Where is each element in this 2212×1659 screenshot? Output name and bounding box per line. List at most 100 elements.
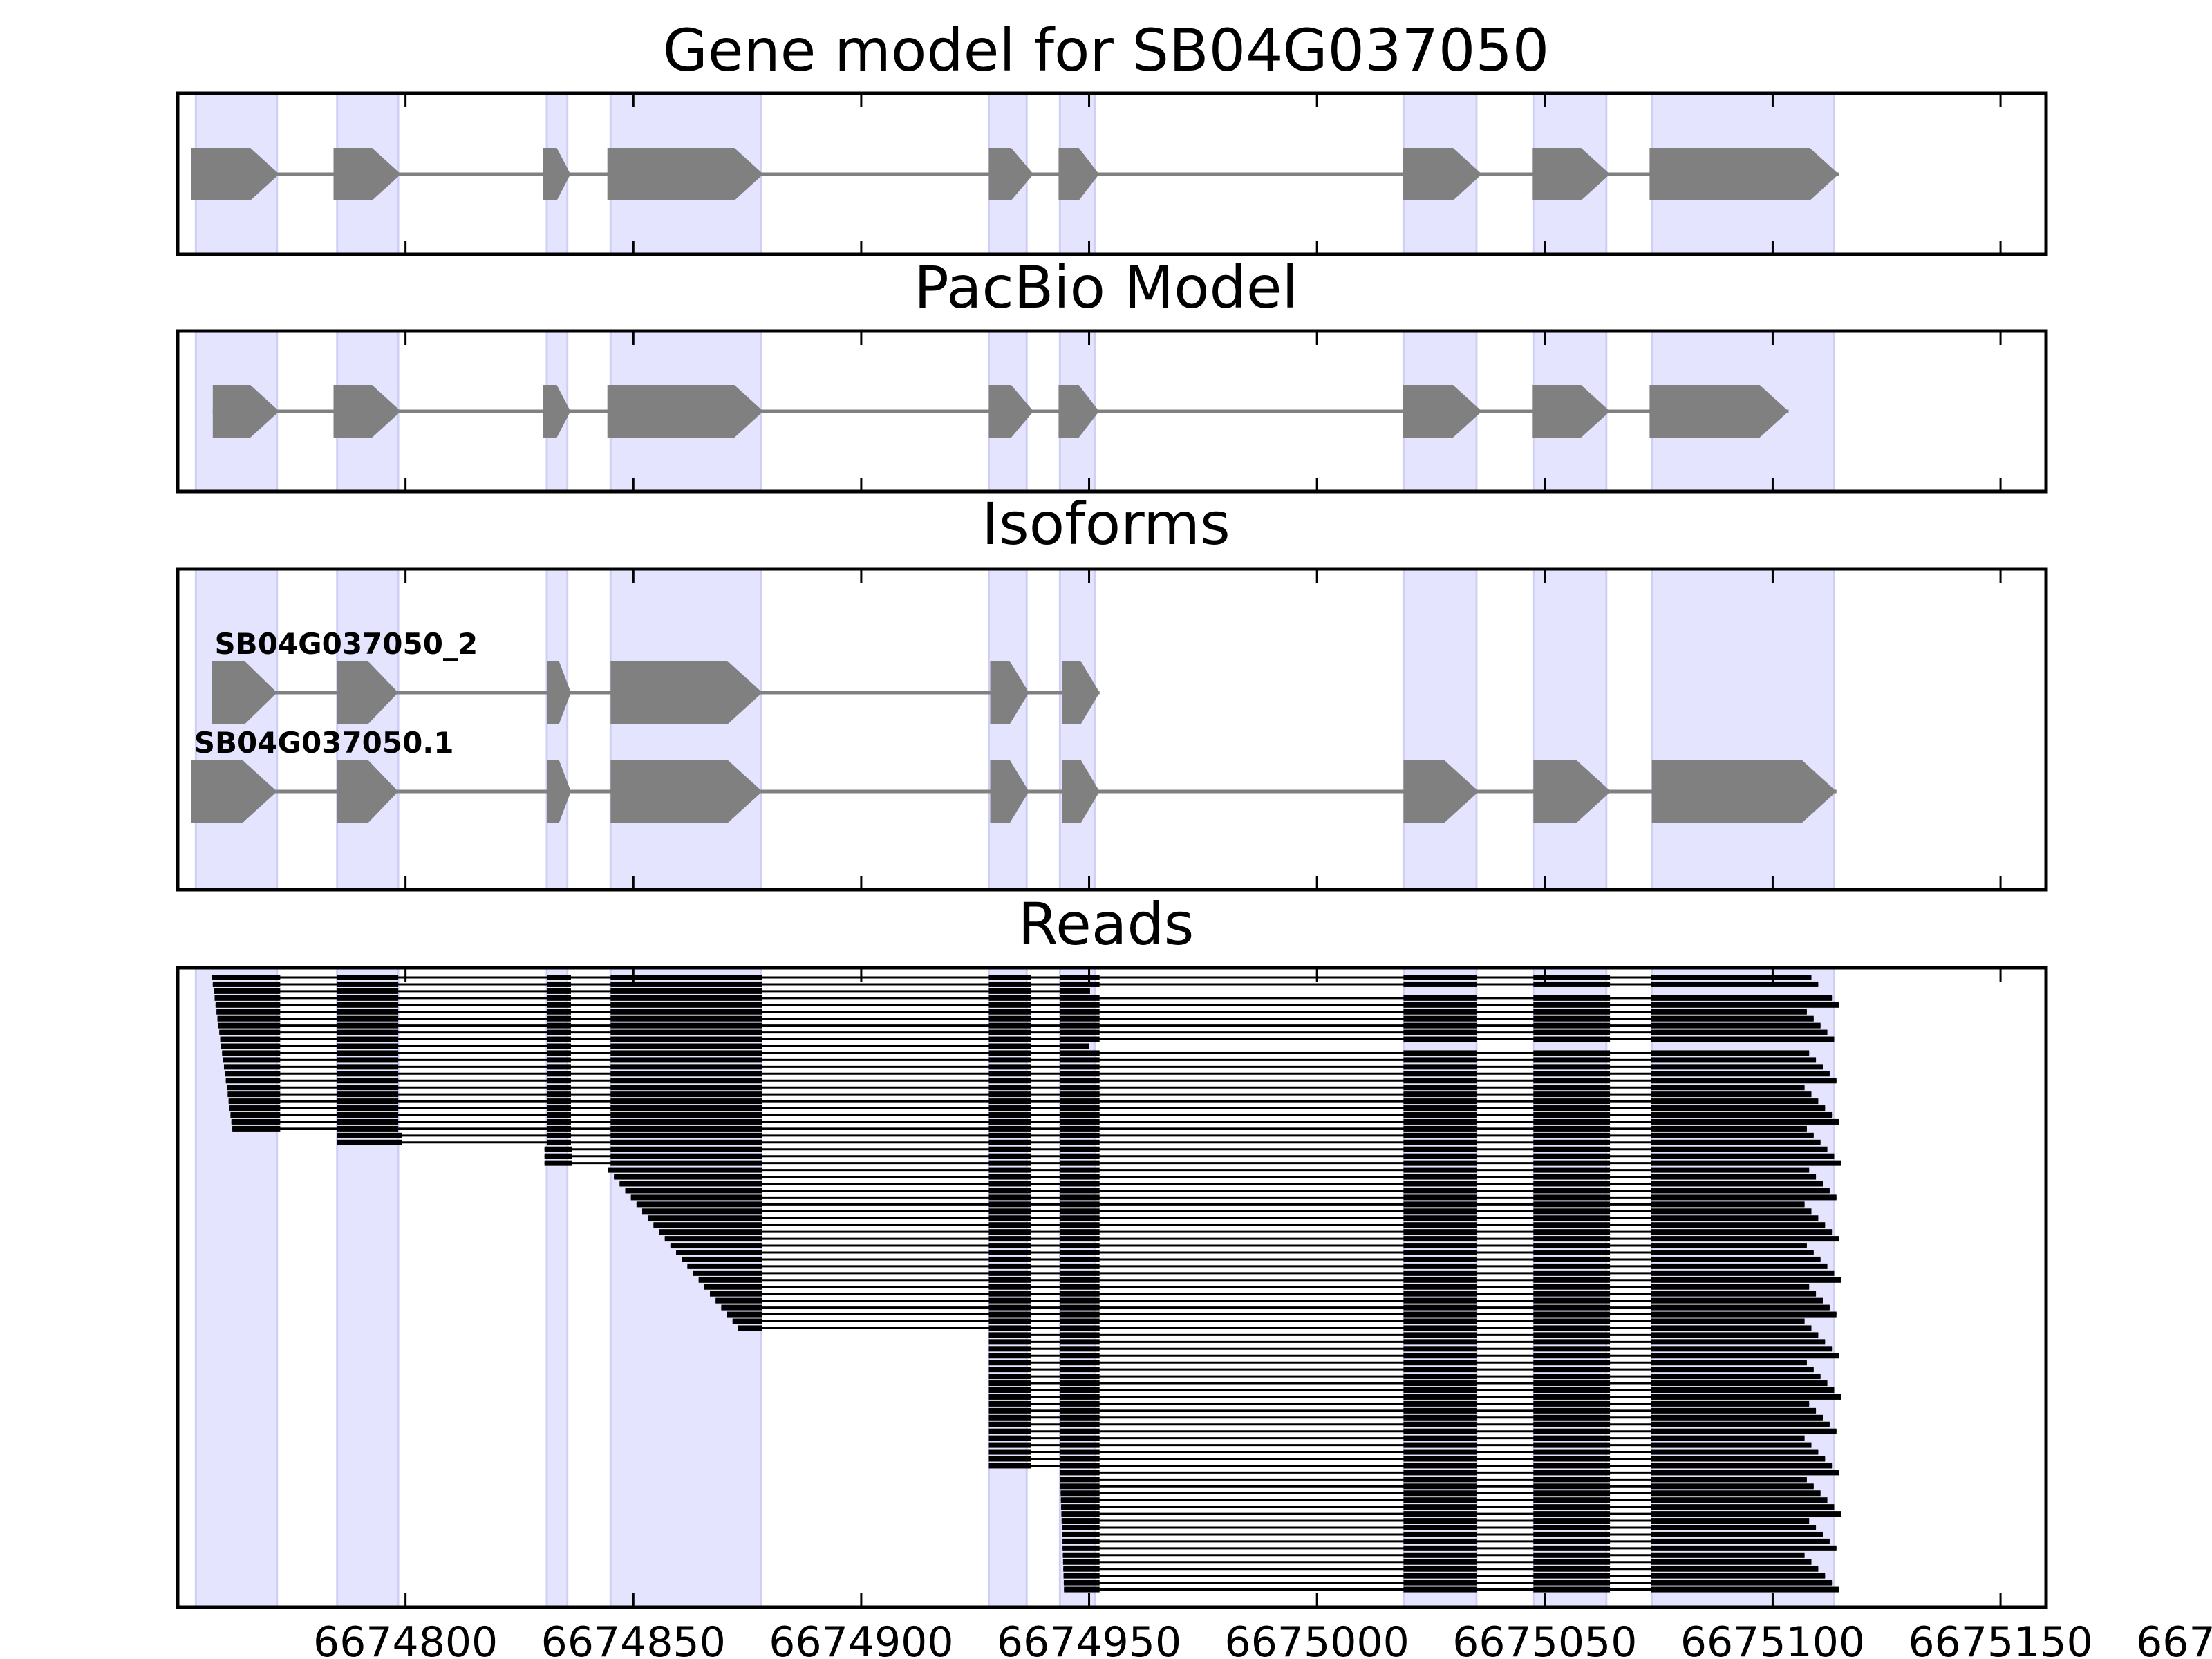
read-block [1403,1105,1477,1112]
read-block [1651,1490,1821,1497]
read-block [1533,1442,1611,1448]
read-block [988,1400,1031,1407]
read-block [1403,1050,1477,1056]
read-block [547,1071,571,1077]
read-block [221,1043,281,1049]
read-block [619,1181,762,1187]
read-block [1403,1174,1477,1180]
read-block [1533,1022,1611,1029]
read-block [610,1050,762,1056]
read-block [1533,1504,1611,1510]
read-block [1651,1057,1817,1063]
read-block [1060,1477,1100,1483]
exon-arrow [610,661,762,724]
read-block [1651,1552,1805,1558]
read-block [1403,1146,1477,1152]
read-block [1533,1064,1611,1070]
read-block [1403,1098,1477,1105]
read-block [1061,1511,1100,1517]
read-block [988,1374,1031,1380]
read-block [1403,1442,1477,1448]
read-block [1060,1022,1100,1029]
read-block [1061,1504,1100,1510]
read-block [1651,1497,1828,1503]
exon-arrow [547,760,571,823]
read-block [337,1071,399,1077]
read-block [988,1394,1031,1400]
read-block [1651,1022,1821,1029]
read-block [1533,1098,1611,1105]
read-block [1060,1311,1100,1318]
read-block [1651,1229,1833,1235]
read-block [1651,1545,1837,1551]
read-block [1533,1387,1611,1393]
read-block [547,1112,571,1118]
read-block [1651,1002,1839,1008]
read-block [1060,1463,1100,1469]
exon-arrow [1532,148,1611,200]
read-block [1060,1442,1100,1448]
read-block [648,1215,762,1221]
read-block [1533,975,1611,980]
read-block [231,1118,281,1125]
read-block [988,1250,1031,1255]
read-block [1533,1118,1611,1125]
read-block [1403,1394,1477,1400]
read-block [1403,1243,1477,1249]
read-block [687,1263,762,1269]
read-block [230,1112,281,1118]
panel-frame [176,966,2048,1609]
read-block [1651,1346,1833,1352]
exon-arrow [1062,661,1100,724]
read-block [988,1064,1031,1070]
read-block [1403,1407,1477,1414]
read-block [547,1125,571,1132]
exon-arrow [1533,760,1611,823]
read-block [1403,1374,1477,1380]
read-block [225,1071,281,1077]
read-block [337,1098,399,1105]
read-block [1060,1483,1100,1490]
read-block [1651,1036,1835,1042]
read-block [1651,1477,1807,1483]
read-block [710,1291,762,1297]
read-block [988,1277,1031,1283]
read-block [1651,975,1812,980]
read-block [610,1085,762,1091]
read-block [214,988,281,994]
read-block [1533,1332,1611,1338]
read-block [642,1208,762,1215]
read-block [1403,1497,1477,1503]
read-block [1060,1284,1100,1290]
read-block [1533,1160,1611,1166]
read-block [337,988,399,994]
read-block [1533,1435,1611,1441]
read-block [988,1380,1031,1387]
read-block [337,1091,399,1098]
isoforms-panel: SB04G037050_2 SB04G037050.1 [176,567,2048,892]
read-block [1651,1181,1823,1187]
read-block [547,1057,571,1063]
exon-arrow [543,148,571,200]
read-block [988,1291,1031,1297]
read-block [1403,1311,1477,1318]
exon-arrow [1062,760,1100,823]
read-block [727,1311,762,1318]
read-block [223,1057,281,1063]
read-block [1403,1332,1477,1338]
read-block [1063,1566,1100,1572]
read-block [1651,1064,1823,1070]
read-block [636,1201,762,1208]
exon-shade-band [1402,568,1478,891]
read-block [337,1057,399,1063]
read-block [664,1236,762,1242]
read-block [1403,1009,1477,1015]
read-block [1651,1105,1826,1112]
exon-arrow [337,661,399,724]
exon-arrow [607,385,764,438]
read-block [337,1064,399,1070]
read-block [988,1332,1031,1338]
read-block [547,995,571,1001]
read-block [1060,1139,1100,1145]
read-block [608,1167,762,1173]
